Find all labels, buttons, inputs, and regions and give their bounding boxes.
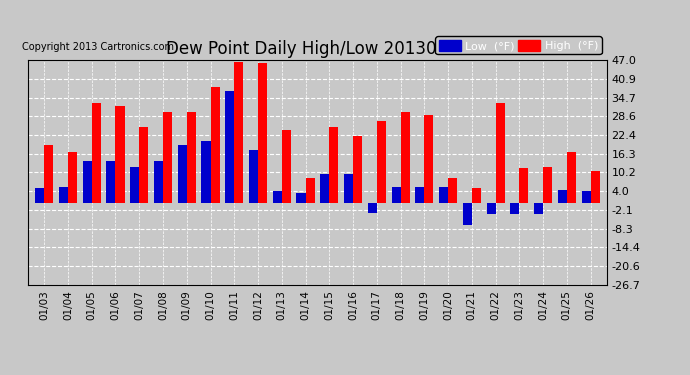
Bar xyxy=(424,115,433,204)
Bar xyxy=(178,146,187,204)
Bar xyxy=(258,63,267,204)
Bar xyxy=(115,106,124,204)
Bar xyxy=(391,187,400,204)
Bar xyxy=(249,150,258,204)
Text: Copyright 2013 Cartronics.com: Copyright 2013 Cartronics.com xyxy=(22,42,174,52)
Bar xyxy=(187,112,196,204)
Bar xyxy=(35,188,44,204)
Legend: Low  (°F), High  (°F): Low (°F), High (°F) xyxy=(435,36,602,54)
Bar xyxy=(154,161,163,204)
Bar xyxy=(201,141,210,204)
Bar xyxy=(353,136,362,204)
Bar xyxy=(463,204,472,225)
Bar xyxy=(377,121,386,204)
Bar xyxy=(472,188,481,204)
Bar xyxy=(68,152,77,204)
Bar xyxy=(543,167,552,204)
Bar xyxy=(448,177,457,204)
Bar xyxy=(415,187,424,204)
Bar xyxy=(139,127,148,204)
Bar xyxy=(320,174,329,204)
Bar xyxy=(130,167,139,204)
Bar xyxy=(520,168,529,204)
Bar xyxy=(591,171,600,204)
Bar xyxy=(273,191,282,204)
Bar xyxy=(306,177,315,204)
Bar xyxy=(282,130,290,204)
Bar xyxy=(486,204,495,214)
Bar xyxy=(106,161,115,204)
Bar xyxy=(511,204,520,214)
Bar xyxy=(344,174,353,204)
Bar xyxy=(495,103,504,204)
Bar xyxy=(566,152,576,204)
Bar xyxy=(235,62,244,204)
Bar xyxy=(83,161,92,204)
Bar xyxy=(210,87,219,204)
Bar xyxy=(297,193,306,204)
Bar xyxy=(439,187,448,204)
Bar xyxy=(92,103,101,204)
Bar xyxy=(163,112,172,204)
Bar xyxy=(225,90,235,204)
Title: Dew Point Daily High/Low 20130127: Dew Point Daily High/Low 20130127 xyxy=(166,40,469,58)
Bar xyxy=(558,190,566,204)
Bar xyxy=(368,204,377,213)
Bar xyxy=(329,127,338,204)
Bar xyxy=(59,187,68,204)
Bar xyxy=(44,146,53,204)
Bar xyxy=(582,191,591,204)
Bar xyxy=(400,112,410,204)
Bar xyxy=(534,204,543,214)
